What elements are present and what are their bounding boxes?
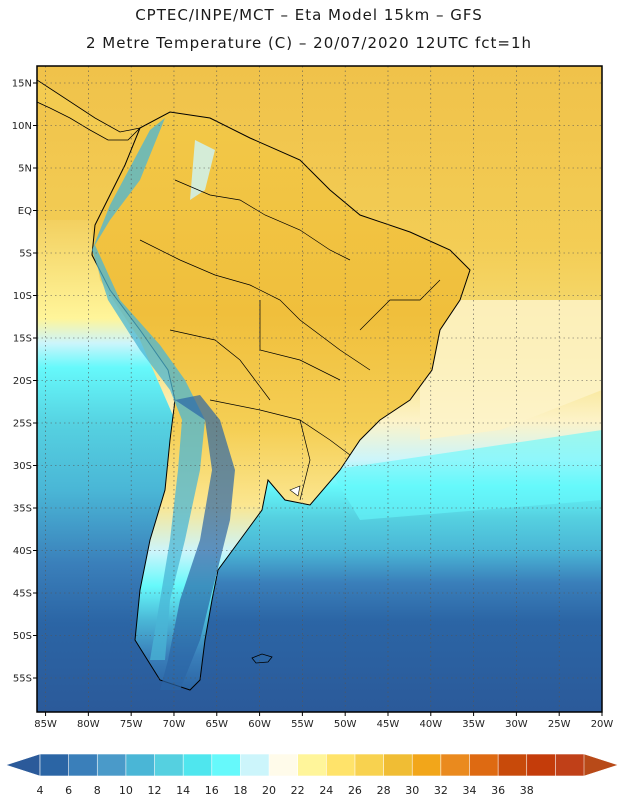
chart-title-line-1: CPTEC/INPE/MCT – Eta Model 15km – GFS — [135, 6, 483, 24]
longitude-tick-label: 60W — [248, 719, 271, 730]
longitude-tick-label: 55W — [291, 719, 314, 730]
colorbar-label: 38 — [520, 784, 534, 797]
colorbar-swatch — [96, 753, 127, 777]
longitude-tick-label: 85W — [34, 719, 57, 730]
colorbar-label: 36 — [491, 784, 505, 797]
longitude-tick-label: 25W — [548, 719, 571, 730]
atlantic-cool-band — [330, 430, 602, 520]
colorbar-swatch — [326, 753, 356, 777]
country-borders — [139, 179, 441, 501]
colorbar-swatch — [68, 753, 99, 777]
colorbar-label: 6 — [65, 784, 72, 797]
latitude-tick-label: 5N — [18, 164, 32, 175]
colorbar-swatch — [125, 753, 156, 777]
colorbar-label: 32 — [434, 784, 448, 797]
colorbar-label: 10 — [119, 784, 133, 797]
longitude-tick-label: 20W — [591, 719, 614, 730]
latitude-tick-label: 15S — [13, 334, 32, 345]
colorbar-label: 16 — [205, 784, 219, 797]
colorbar-label: 18 — [233, 784, 247, 797]
latitude-tick-label: 50S — [13, 631, 32, 642]
colorbar-swatch — [469, 753, 499, 777]
latitude-tick-label: 55S — [13, 674, 32, 685]
colorbar-label: 20 — [262, 784, 276, 797]
colorbar-swatch — [354, 753, 385, 777]
longitude-tick-label: 40W — [419, 719, 442, 730]
colorbar-label: 24 — [319, 784, 333, 797]
colorbar-swatch — [383, 753, 414, 777]
latitude-tick-label: 10N — [12, 121, 32, 132]
longitude-tick-label: 80W — [77, 719, 100, 730]
map-field — [37, 66, 602, 712]
colorbar-swatch — [411, 753, 442, 777]
longitude-tick-label: 50W — [334, 719, 357, 730]
colorbar-label: 34 — [462, 784, 476, 797]
latitude-tick-label: 15N — [12, 79, 32, 90]
latitude-tick-label: 30S — [13, 461, 32, 472]
colorbar-swatch — [154, 753, 184, 777]
latitude-ticks: 15N 10N 5N EQ 5S 10S 15S 20S 25S 30S 35S 40S 45S 50S 5… — [12, 79, 37, 685]
colorbar-swatch — [440, 753, 471, 777]
colorbar-label: 8 — [94, 784, 101, 797]
colorbar-label: 26 — [348, 784, 362, 797]
latitude-tick-label: EQ — [18, 206, 32, 217]
guiana-highland — [190, 140, 215, 200]
colorbar-swatch — [240, 753, 270, 777]
longitude-tick-label: 30W — [505, 719, 528, 730]
falkland-islands — [251, 653, 273, 664]
longitude-tick-label: 45W — [377, 719, 400, 730]
colorbar-swatch — [182, 753, 213, 777]
longitude-tick-label: 35W — [462, 719, 485, 730]
atlantic-warm-band — [420, 300, 602, 440]
patagonia-cold — [160, 395, 235, 690]
chart-title-line-2: 2 Metre Temperature (C) – 20/07/2020 12U… — [85, 34, 533, 52]
latitude-tick-label: 35S — [13, 504, 32, 515]
colorbar-swatch — [526, 753, 557, 777]
longitude-ticks: 85W 80W 75W 70W 65W 60W 55W 50W 45W 40W 35W 30W 25W 2… — [34, 712, 613, 730]
longitude-tick-label: 65W — [205, 719, 228, 730]
andes-cold-strip — [92, 118, 205, 660]
colorbar-label: 30 — [405, 784, 419, 797]
colorbar-swatch — [39, 753, 70, 777]
colorbar-label: 12 — [148, 784, 162, 797]
map-frame — [36, 65, 603, 713]
colorbar-label: 4 — [37, 784, 44, 797]
colorbar-swatch — [555, 753, 585, 777]
colorbar: 4 6 8 10 12 14 16 18 20 22 24 26 28 30 32 34 36 38 — [5, 753, 618, 797]
colorbar-under-arrow — [5, 753, 41, 777]
colorbar-over-arrow — [583, 753, 618, 777]
colorbar-label: 14 — [176, 784, 190, 797]
longitude-tick-label: 75W — [120, 719, 143, 730]
latitude-tick-label: 25S — [13, 419, 32, 430]
colorbar-swatch — [497, 753, 528, 777]
latitude-tick-label: 5S — [19, 249, 32, 260]
latitude-tick-label: 40S — [13, 546, 32, 557]
latitude-tick-label: 45S — [13, 589, 32, 600]
colorbar-swatch — [268, 753, 299, 777]
colorbar-label: 22 — [291, 784, 305, 797]
longitude-tick-label: 70W — [163, 719, 186, 730]
colorbar-swatch — [297, 753, 328, 777]
lagoa-dos-patos — [289, 485, 301, 497]
latitude-tick-label: 20S — [13, 376, 32, 387]
central-america — [37, 79, 142, 141]
latitude-tick-label: 10S — [13, 291, 32, 302]
colorbar-label: 28 — [377, 784, 391, 797]
colorbar-swatch — [211, 753, 242, 777]
